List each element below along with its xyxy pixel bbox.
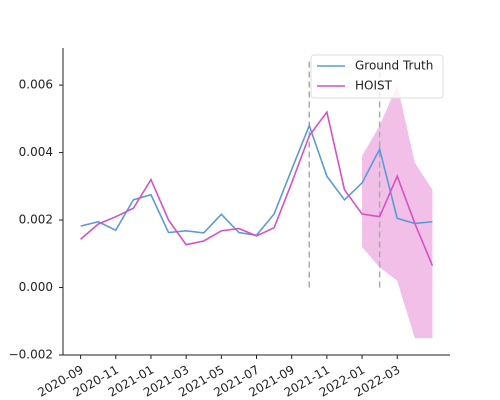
y-tick-label: −0.002 bbox=[9, 348, 53, 362]
series-line bbox=[80, 110, 434, 266]
y-tick-label: 0.006 bbox=[19, 78, 53, 92]
y-tick-label: 0.000 bbox=[19, 280, 53, 294]
legend-label: Ground Truth bbox=[355, 59, 433, 73]
y-tick-label: 0.004 bbox=[19, 145, 53, 159]
legend-label: HOIST bbox=[355, 79, 393, 93]
confidence-band bbox=[362, 85, 433, 339]
y-tick-label: 0.002 bbox=[19, 213, 53, 227]
